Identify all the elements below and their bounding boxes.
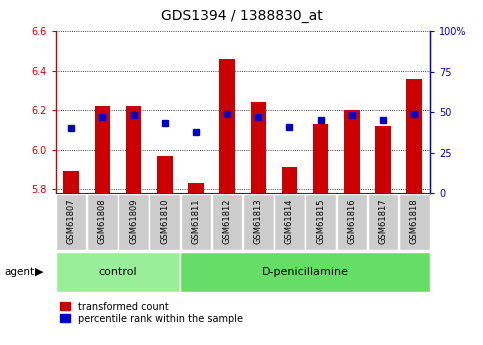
Legend: transformed count, percentile rank within the sample: transformed count, percentile rank withi… [60,302,243,324]
FancyBboxPatch shape [399,194,429,249]
Text: GSM61807: GSM61807 [67,199,76,245]
Text: GSM61817: GSM61817 [379,199,387,245]
FancyBboxPatch shape [212,194,242,249]
Text: GSM61812: GSM61812 [223,199,232,244]
FancyBboxPatch shape [274,194,305,249]
Text: GSM61813: GSM61813 [254,199,263,245]
Text: GDS1394 / 1388830_at: GDS1394 / 1388830_at [161,9,322,23]
FancyBboxPatch shape [56,194,86,249]
FancyBboxPatch shape [337,194,367,249]
Bar [126,106,142,193]
Bar [282,167,298,193]
Text: ▶: ▶ [35,267,43,277]
FancyBboxPatch shape [180,252,430,292]
FancyBboxPatch shape [368,194,398,249]
Text: GSM61808: GSM61808 [98,199,107,245]
FancyBboxPatch shape [56,252,180,292]
Bar [407,79,422,193]
Text: GSM61809: GSM61809 [129,199,138,244]
Bar [63,171,79,193]
Text: D-penicillamine: D-penicillamine [262,267,349,277]
FancyBboxPatch shape [118,194,149,249]
Bar [157,156,172,193]
Text: GSM61811: GSM61811 [191,199,200,244]
Bar [219,59,235,193]
Bar [344,110,360,193]
FancyBboxPatch shape [87,194,118,249]
FancyBboxPatch shape [149,194,180,249]
Bar [95,106,110,193]
Text: GSM61814: GSM61814 [285,199,294,244]
Bar [375,126,391,193]
FancyBboxPatch shape [305,194,336,249]
Text: GSM61810: GSM61810 [160,199,169,244]
Text: agent: agent [5,267,35,277]
Text: control: control [99,267,137,277]
FancyBboxPatch shape [243,194,273,249]
Bar [251,102,266,193]
FancyBboxPatch shape [181,194,211,249]
Text: GSM61815: GSM61815 [316,199,325,244]
Text: GSM61816: GSM61816 [347,199,356,245]
Text: GSM61818: GSM61818 [410,199,419,245]
Bar [313,124,328,193]
Bar [188,183,204,193]
